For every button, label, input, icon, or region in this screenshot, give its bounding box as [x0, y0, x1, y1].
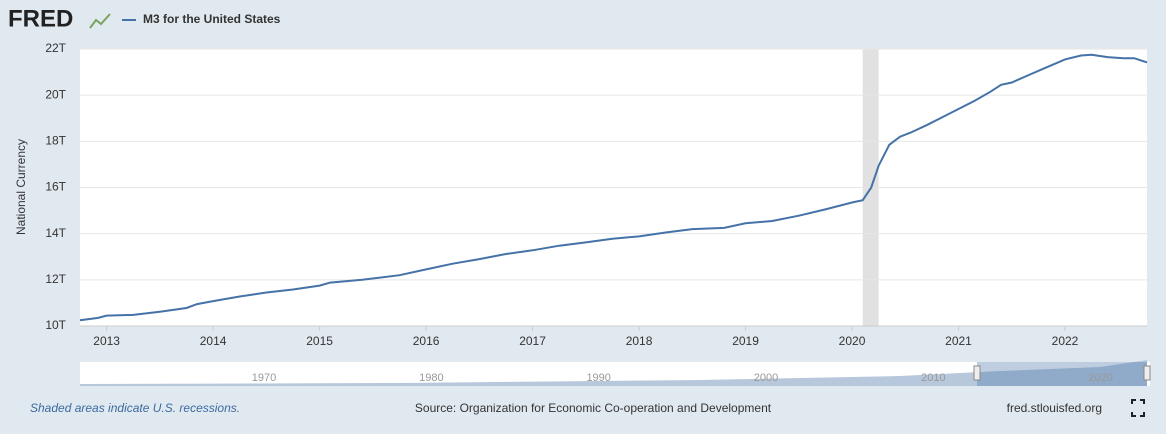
- y-tick-label: 20T: [45, 87, 66, 101]
- logo: FRED: [8, 5, 73, 32]
- x-tick-label: 2017: [519, 334, 546, 348]
- x-tick-label: 2015: [306, 334, 333, 348]
- navigator-handle[interactable]: [973, 365, 981, 381]
- x-tick-label: 2020: [839, 334, 866, 348]
- navigator-tick-label: 2010: [921, 372, 945, 384]
- navigator-tick-label: 2000: [754, 372, 778, 384]
- x-tick-label: 2016: [413, 334, 440, 348]
- site-link[interactable]: fred.stlouisfed.org: [1007, 401, 1102, 415]
- y-axis-label: National Currency: [14, 139, 28, 235]
- x-tick-label: 2014: [200, 334, 227, 348]
- navigator-tick-label: 1980: [419, 372, 443, 384]
- navigator-handle[interactable]: [1143, 365, 1151, 381]
- x-tick-label: 2013: [93, 334, 120, 348]
- source: Source: Organization for Economic Co-ope…: [415, 401, 772, 415]
- navigator-tick-label: 2020: [1088, 372, 1112, 384]
- logo-icon: [89, 13, 111, 29]
- series-line: [79, 53, 1148, 322]
- navigator-tick-label: 1970: [252, 372, 276, 384]
- x-tick-label: 2019: [732, 334, 759, 348]
- x-tick-label: 2022: [1052, 334, 1079, 348]
- y-tick-label: 22T: [45, 41, 66, 55]
- fullscreen-button[interactable]: [1131, 399, 1145, 417]
- x-tick-label: 2021: [945, 334, 972, 348]
- navigator-area: [80, 360, 1147, 386]
- legend-label: M3 for the United States: [143, 12, 281, 26]
- y-tick-label: 16T: [45, 180, 66, 194]
- x-tick-label: 2018: [626, 334, 653, 348]
- navigator-tick-label: 1990: [586, 372, 610, 384]
- y-tick-label: 18T: [45, 134, 66, 148]
- y-tick-label: 10T: [45, 318, 66, 332]
- navigator-window[interactable]: [977, 362, 1147, 386]
- recession-note: Shaded areas indicate U.S. recessions.: [30, 401, 240, 415]
- y-tick-label: 14T: [45, 226, 66, 240]
- y-tick-label: 12T: [45, 272, 66, 286]
